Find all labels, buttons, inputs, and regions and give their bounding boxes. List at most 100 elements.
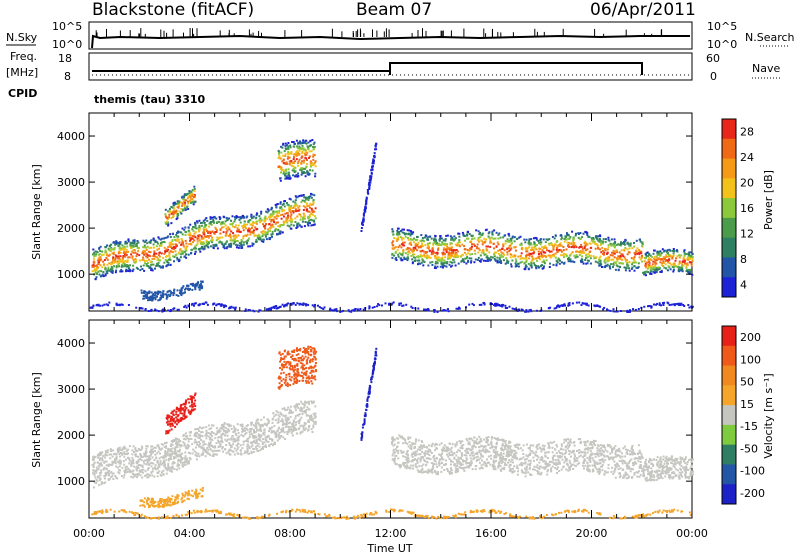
echo-cell	[173, 211, 176, 214]
echo-cell	[244, 310, 247, 312]
echo-cell	[608, 259, 611, 262]
echo-cell	[504, 240, 507, 242]
echo-cell	[131, 449, 134, 452]
echo-cell	[185, 231, 188, 234]
velocity-heatmap	[91, 345, 694, 520]
echo-cell	[476, 243, 479, 246]
echo-cell	[190, 248, 193, 251]
echo-cell	[457, 262, 460, 265]
echo-cell	[185, 256, 188, 259]
echo-cell	[181, 202, 184, 205]
echo-cell	[414, 242, 417, 245]
echo-cell	[450, 265, 452, 268]
echo-cell	[209, 216, 212, 219]
echo-cell	[206, 447, 209, 449]
echo-cell	[410, 238, 413, 241]
echo-cell	[102, 260, 105, 263]
echo-cell	[155, 292, 157, 295]
echo-cell	[497, 237, 500, 240]
echo-cell	[681, 269, 684, 272]
echo-cell	[118, 246, 121, 249]
echo-cell	[270, 208, 273, 211]
echo-cell	[314, 217, 317, 220]
echo-cell	[303, 159, 306, 162]
echo-cell	[279, 214, 282, 217]
echo-cell	[302, 425, 305, 428]
echo-cell	[462, 253, 464, 256]
echo-cell	[523, 262, 526, 265]
echo-cell	[128, 445, 131, 448]
echo-cell	[408, 229, 411, 232]
echo-cell	[398, 233, 401, 236]
echo-cell	[485, 238, 487, 241]
echo-cell	[620, 241, 622, 244]
echo-cell	[621, 258, 624, 261]
echo-cell	[265, 217, 268, 220]
echo-cell	[424, 308, 427, 311]
echo-cell	[295, 158, 298, 161]
echo-cell	[150, 308, 153, 311]
echo-cell	[96, 272, 98, 275]
echo-cell	[606, 248, 609, 251]
echo-cell	[169, 210, 172, 213]
echo-cell	[296, 224, 299, 227]
echo-cell	[462, 233, 465, 236]
echo-cell	[222, 215, 225, 218]
echo-cell	[305, 139, 308, 142]
echo-cell	[197, 436, 200, 439]
echo-cell	[292, 158, 295, 161]
echo-cell	[300, 194, 303, 197]
echo-cell	[553, 307, 556, 310]
echo-cell	[306, 163, 309, 166]
echo-cell	[582, 232, 585, 235]
echo-cell	[118, 303, 121, 306]
echo-cell	[407, 237, 409, 239]
echo-cell	[167, 447, 170, 450]
echo-cell	[454, 256, 457, 259]
echo-cell	[362, 213, 365, 216]
echo-cell	[248, 447, 251, 450]
echo-cell	[146, 473, 149, 476]
echo-cell	[153, 291, 156, 294]
echo-cell	[162, 457, 165, 460]
echo-cell	[214, 437, 217, 440]
echo-cell	[232, 440, 235, 443]
echo-cell	[569, 236, 572, 239]
echo-cell	[650, 265, 653, 268]
date-title: 06/Apr/2011	[590, 0, 696, 20]
echo-cell	[309, 139, 312, 142]
echo-cell	[500, 262, 503, 264]
echo-cell	[159, 294, 162, 297]
echo-cell	[104, 246, 107, 249]
echo-cell	[682, 258, 685, 260]
echo-cell	[428, 250, 431, 253]
echo-cell	[497, 249, 500, 252]
echo-cell	[470, 241, 473, 244]
echo-cell	[207, 236, 210, 239]
echo-cell	[157, 261, 160, 264]
echo-cell	[136, 473, 139, 476]
echo-cell	[198, 226, 201, 229]
echo-cell	[601, 253, 604, 255]
echo-cell	[375, 142, 378, 145]
colorbar-segment	[722, 119, 736, 140]
echo-cell	[517, 265, 520, 268]
echo-cell	[158, 251, 161, 254]
echo-cell	[295, 151, 298, 154]
echo-cell	[167, 309, 170, 312]
echo-cell	[146, 293, 149, 296]
echo-cell	[525, 310, 528, 313]
echo-cell	[397, 253, 400, 256]
echo-cell	[626, 310, 629, 313]
echo-cell	[227, 424, 230, 427]
echo-cell	[360, 230, 363, 232]
echo-cell	[353, 309, 356, 312]
echo-cell	[468, 303, 471, 306]
echo-cell	[168, 207, 171, 210]
echo-cell	[586, 232, 588, 235]
echo-cell	[449, 253, 452, 256]
echo-cell	[371, 306, 374, 309]
echo-cell	[421, 255, 424, 257]
echo-cell	[434, 241, 436, 244]
echo-cell	[152, 293, 155, 295]
